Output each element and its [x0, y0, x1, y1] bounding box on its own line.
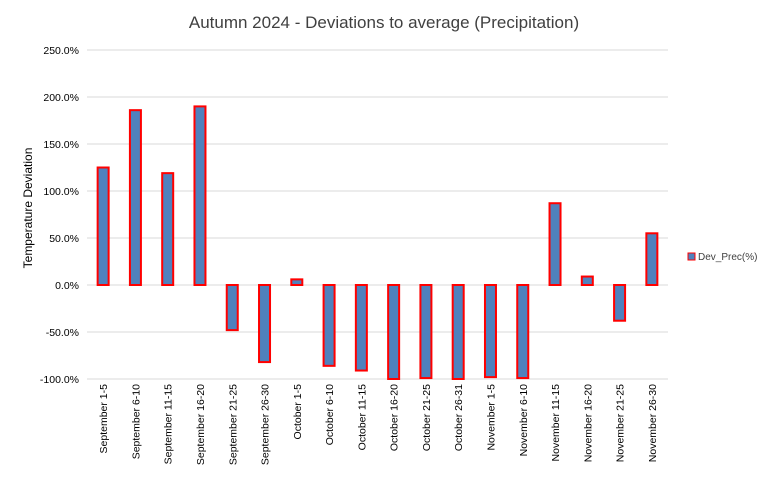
legend: Dev_Prec(%): [687, 252, 757, 263]
x-tick-label: September 1-5: [98, 384, 110, 454]
y-axis-label: Temperature Deviation: [21, 148, 35, 269]
x-tick-label: October 6-10: [324, 384, 336, 445]
bar: [322, 284, 336, 367]
bar: [193, 105, 207, 287]
bar: [613, 284, 627, 322]
x-tick-label: September 11-15: [163, 384, 175, 465]
x-tick-label: October 16-20: [389, 384, 401, 451]
y-tick-label: 250.0%: [43, 45, 79, 57]
bar: [419, 284, 433, 380]
bar: [645, 232, 659, 287]
y-tick-label: 50.0%: [49, 233, 79, 245]
y-axis-ticks: -100.0% -50.0% 0.0% 50.0% 100.0% 150.0% 200.0%…: [40, 45, 79, 386]
bar: [387, 284, 401, 380]
y-tick-label: 0.0%: [55, 280, 79, 292]
bars: [96, 105, 659, 380]
x-tick-label: September 26-30: [260, 384, 272, 465]
x-tick-label: September 21-25: [227, 384, 239, 465]
bar: [354, 284, 368, 372]
y-tick-label: -50.0%: [46, 327, 79, 339]
legend-swatch: [687, 252, 696, 261]
y-tick-label: -100.0%: [40, 374, 79, 386]
y-tick-label: 150.0%: [43, 139, 79, 151]
y-tick-label: 200.0%: [43, 92, 79, 104]
x-tick-label: September 16-20: [195, 384, 207, 465]
y-tick-label: 100.0%: [43, 186, 79, 198]
x-tick-label: October 11-15: [356, 384, 368, 451]
bar: [290, 278, 304, 286]
x-tick-label: October 1-5: [292, 384, 304, 440]
bar: [225, 284, 239, 332]
bar: [128, 109, 142, 286]
bar: [258, 284, 272, 364]
x-tick-label: November 1-5: [485, 384, 497, 451]
x-tick-label: November 21-25: [615, 384, 627, 462]
x-tick-label: November 26-30: [647, 384, 659, 462]
bar: [483, 284, 497, 379]
bar: [451, 284, 465, 380]
chart-title: Autumn 2024 - Deviations to average (Pre…: [189, 13, 579, 32]
x-tick-label: November 16-20: [582, 384, 594, 462]
x-axis-ticks: September 1-5 September 6-10 September 11-…: [98, 384, 659, 465]
x-tick-label: October 26-31: [453, 384, 465, 451]
x-tick-label: October 21-25: [421, 384, 433, 451]
bar: [580, 275, 594, 287]
bar: [96, 166, 110, 286]
gridlines: [87, 49, 668, 380]
x-tick-label: November 11-15: [550, 384, 562, 462]
bar: [516, 284, 530, 380]
x-tick-label: November 6-10: [518, 384, 530, 457]
legend-label: Dev_Prec(%): [698, 252, 757, 263]
bar: [161, 172, 175, 286]
bar: [548, 202, 562, 286]
x-tick-label: September 6-10: [130, 384, 142, 459]
